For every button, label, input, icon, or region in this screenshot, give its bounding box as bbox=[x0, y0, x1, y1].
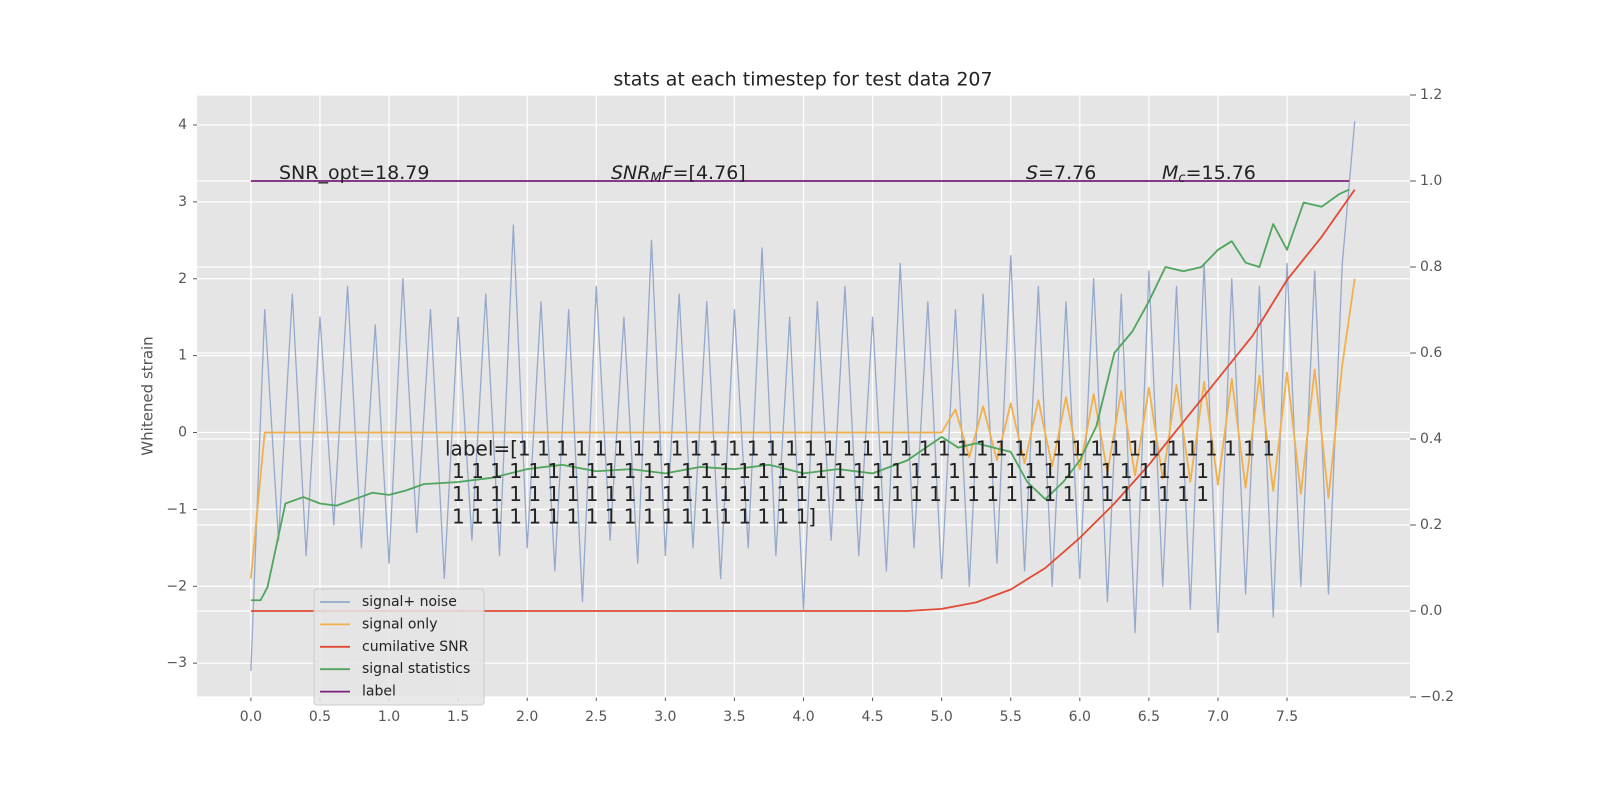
x-tick-label: 5.0 bbox=[931, 709, 953, 725]
x-tick-label: 4.5 bbox=[861, 709, 883, 725]
annotation-part: =[4.76] bbox=[673, 162, 746, 184]
legend-label: signal only bbox=[362, 616, 437, 632]
y-tick-label: −2 bbox=[166, 578, 187, 594]
y-tick-label: −1 bbox=[166, 501, 187, 517]
annotation-part: =7.76 bbox=[1038, 162, 1096, 184]
y-tick-label: 4 bbox=[178, 117, 187, 133]
y2-tick-label: 1.0 bbox=[1420, 173, 1442, 189]
legend-label: signal+ noise bbox=[362, 594, 457, 610]
annotation: SNRMF=[4.76] bbox=[611, 162, 746, 186]
x-tick-label: 5.5 bbox=[1000, 709, 1022, 725]
label-annotation-line: 1 1 1 1 1 1 1 1 1 1 1 1 1 1 1 1 1 1 1 1 … bbox=[452, 459, 1209, 483]
y-tick-label: 1 bbox=[178, 348, 187, 364]
x-tick-label: 6.0 bbox=[1069, 709, 1091, 725]
x-tick-label: 4.0 bbox=[792, 709, 814, 725]
y2-tick-label: 0.8 bbox=[1420, 259, 1442, 275]
y2-tick-label: −0.2 bbox=[1420, 689, 1454, 705]
annotation-part: M bbox=[650, 171, 661, 186]
annotation: SNR_opt=18.79 bbox=[279, 162, 429, 184]
legend-label: cumilative SNR bbox=[362, 639, 469, 655]
x-tick-label: 2.5 bbox=[585, 709, 607, 725]
y-tick-label: 3 bbox=[178, 194, 187, 210]
annotation-part: SNR_opt=18.79 bbox=[279, 162, 429, 184]
x-tick-label: 7.5 bbox=[1276, 709, 1298, 725]
x-tick-label: 3.0 bbox=[654, 709, 676, 725]
chart-title: stats at each timestep for test data 207 bbox=[613, 69, 992, 91]
legend-label: label bbox=[362, 684, 396, 700]
series-line bbox=[250, 188, 1350, 602]
x-tick-label: 6.5 bbox=[1138, 709, 1160, 725]
y-tick-label: 2 bbox=[178, 271, 187, 287]
x-tick-label: 0.0 bbox=[240, 709, 262, 725]
x-tick-label: 1.5 bbox=[447, 709, 469, 725]
label-annotation-line: 1 1 1 1 1 1 1 1 1 1 1 1 1 1 1 1 1 1 1] bbox=[452, 505, 816, 529]
x-tick-label: 7.0 bbox=[1207, 709, 1229, 725]
label-annotation-line: label=[1 1 1 1 1 1 1 1 1 1 1 1 1 1 1 1 1… bbox=[445, 437, 1275, 461]
y2-tick-label: 0.6 bbox=[1420, 345, 1442, 361]
x-tick-label: 0.5 bbox=[309, 709, 331, 725]
annotation: S=7.76 bbox=[1026, 162, 1096, 184]
annotation-part: M bbox=[1162, 162, 1178, 184]
annotation-part: F bbox=[662, 162, 674, 184]
annotation-part: SNR bbox=[611, 162, 650, 184]
annotation-part: S bbox=[1026, 162, 1038, 184]
y-tick-label: 0 bbox=[178, 425, 187, 441]
y2-tick-label: 0.2 bbox=[1420, 517, 1442, 533]
y-axis-label: Whitened strain bbox=[139, 336, 157, 455]
legend-box bbox=[313, 588, 485, 706]
series-line bbox=[250, 189, 1356, 612]
series-line bbox=[250, 121, 1356, 671]
y-tick-label: −3 bbox=[166, 655, 187, 671]
series-line bbox=[249, 278, 1356, 579]
annotation-part: c bbox=[1178, 171, 1185, 186]
annotation-part: =15.76 bbox=[1186, 162, 1256, 184]
x-tick-label: 2.0 bbox=[516, 709, 538, 725]
x-tick-label: 3.5 bbox=[723, 709, 745, 725]
y2-tick-label: 1.2 bbox=[1420, 87, 1442, 103]
annotation: Mc=15.76 bbox=[1162, 162, 1256, 186]
legend-label: signal statistics bbox=[362, 661, 470, 677]
y2-tick-label: 0.0 bbox=[1420, 603, 1442, 619]
label-annotation-line: 1 1 1 1 1 1 1 1 1 1 1 1 1 1 1 1 1 1 1 1 … bbox=[452, 482, 1209, 506]
y2-tick-label: 0.4 bbox=[1420, 431, 1442, 447]
x-tick-label: 1.0 bbox=[378, 709, 400, 725]
